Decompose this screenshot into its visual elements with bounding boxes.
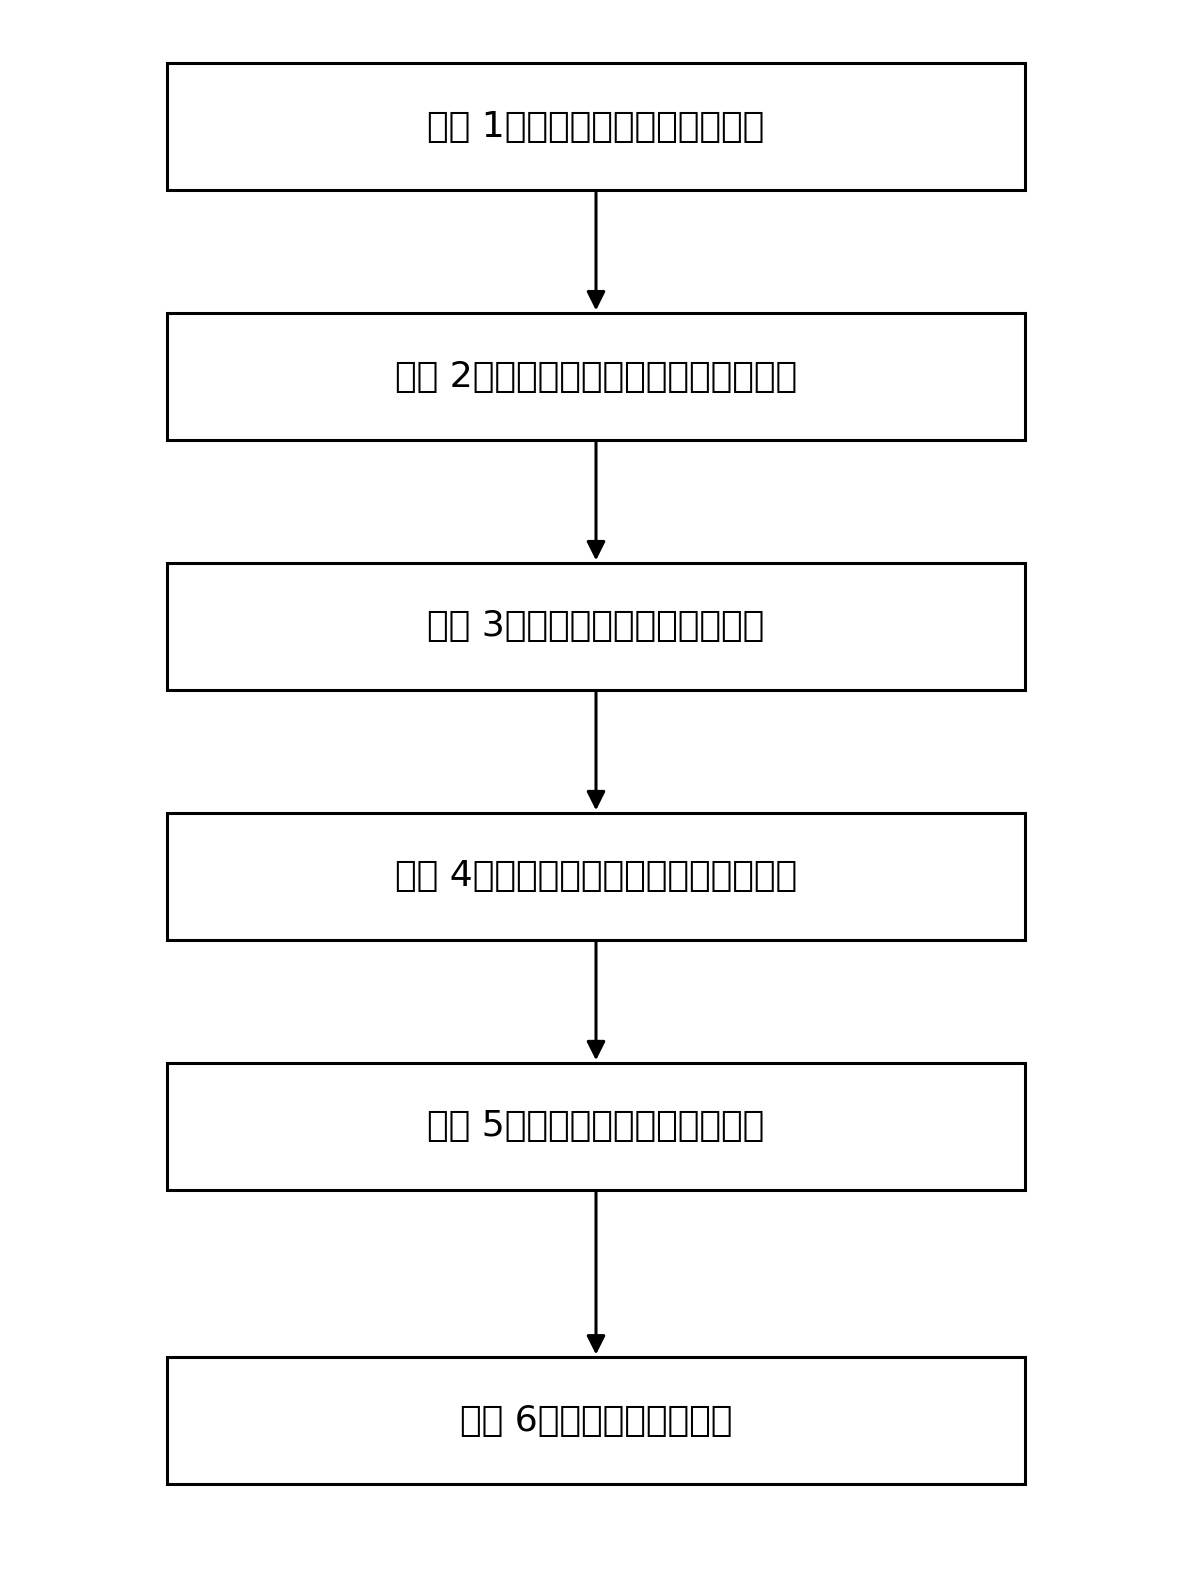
FancyBboxPatch shape	[167, 813, 1025, 940]
Text: 步骤 1、计算线圈导线绝缘后尺寸: 步骤 1、计算线圈导线绝缘后尺寸	[428, 109, 764, 144]
Text: 步骤 3、建立线圈的空间几何模型: 步骤 3、建立线圈的空间几何模型	[428, 609, 764, 644]
Text: 步骤 6、计算线圈棱形参数: 步骤 6、计算线圈棱形参数	[460, 1403, 732, 1438]
Text: 步骤 2、计算线圈槽内和端部的截面尺寸: 步骤 2、计算线圈槽内和端部的截面尺寸	[395, 359, 797, 394]
FancyBboxPatch shape	[167, 1357, 1025, 1484]
FancyBboxPatch shape	[167, 1063, 1025, 1190]
FancyBboxPatch shape	[167, 63, 1025, 190]
Text: 步骤 5、计算线圈端部轴向投影长: 步骤 5、计算线圈端部轴向投影长	[428, 1109, 764, 1144]
Text: 步骤 4、判定线圈上下层边是否需要弯弧: 步骤 4、判定线圈上下层边是否需要弯弧	[395, 859, 797, 894]
FancyBboxPatch shape	[167, 563, 1025, 690]
FancyBboxPatch shape	[167, 313, 1025, 440]
